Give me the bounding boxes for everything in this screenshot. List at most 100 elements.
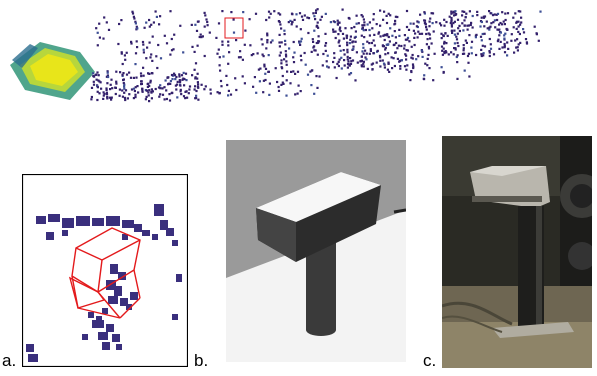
cloud-point [362, 65, 365, 68]
cloud-point [121, 62, 124, 66]
cloud-point [227, 40, 230, 43]
cloud-point [120, 52, 123, 55]
cloud-point [115, 82, 118, 85]
cloud-point [120, 19, 123, 22]
cloud-point [503, 46, 506, 49]
cloud-point [385, 14, 388, 17]
cloud-point [461, 52, 465, 55]
cloud-point [185, 90, 188, 93]
cloud-point [179, 24, 182, 27]
cloud-point [150, 97, 153, 100]
cloud-point [151, 72, 154, 75]
cloud-point [455, 55, 458, 59]
cloud-point [336, 62, 339, 65]
cloud-point [423, 19, 427, 22]
cloud-point [147, 82, 150, 85]
cloud-point [135, 76, 138, 79]
cloud-point [415, 58, 418, 61]
cloud-point [522, 31, 526, 34]
cloud-point [407, 28, 411, 31]
cloud-point [124, 58, 127, 61]
cloud-point [315, 75, 318, 78]
cloud-point [135, 25, 138, 28]
cloud-point [95, 78, 98, 81]
cloud-point [266, 39, 269, 42]
cloud-point [394, 51, 397, 54]
cloud-point [337, 41, 340, 44]
cloud-point [400, 44, 403, 48]
panel-label-a: a. [2, 351, 17, 370]
cloud-point [226, 83, 229, 87]
cloud-point [430, 42, 433, 45]
cloud-point [317, 41, 320, 44]
cloud-point [132, 15, 135, 18]
cloud-point [333, 21, 337, 24]
cloud-point [227, 62, 230, 65]
cloud-point [412, 29, 415, 32]
cloud-point [447, 53, 450, 56]
cloud-point [252, 53, 255, 56]
cloud-point [387, 62, 390, 65]
cloud-point [145, 95, 148, 98]
cloud-point [410, 70, 413, 73]
cloud-point [420, 49, 423, 52]
cloud-point [368, 42, 371, 45]
cloud-point [105, 88, 108, 91]
cloud-point [124, 98, 127, 102]
cloud-point [489, 25, 492, 28]
cloud-point [387, 61, 390, 64]
cloud-point [150, 53, 153, 56]
cloud-point [295, 13, 298, 16]
cloud-point [312, 40, 315, 43]
cloud-point [117, 42, 120, 46]
cloud-point [344, 27, 347, 30]
cloud-point [148, 25, 151, 28]
cloud-point [504, 12, 507, 15]
cloud-point [197, 83, 200, 86]
cloud-point [370, 41, 373, 45]
cloud-point [176, 83, 179, 86]
cloud-point [400, 59, 403, 62]
cloud-point [502, 20, 505, 23]
cloud-point [418, 32, 421, 35]
cloud-point [241, 58, 244, 61]
cloud-point [462, 47, 465, 50]
cloud-point [173, 72, 176, 75]
cloud-point [517, 25, 520, 28]
cloud-point [458, 29, 461, 33]
cloud-point [313, 29, 316, 32]
cloud-point [163, 86, 166, 89]
cloud-point [123, 87, 126, 90]
cloud-point [393, 30, 396, 33]
cloud-point [535, 33, 538, 36]
cloud-point [293, 51, 296, 54]
cloud-point [220, 85, 223, 88]
cloud-point [134, 20, 137, 23]
cloud-point [98, 22, 101, 25]
cloud-point [394, 15, 397, 18]
cloud-point [423, 12, 426, 15]
cloud-point [392, 43, 395, 47]
cloud-point [492, 53, 496, 56]
cloud-point [383, 38, 386, 42]
cloud-point [338, 58, 341, 61]
cloud-point [136, 27, 139, 30]
cloud-point [243, 43, 246, 46]
cloud-point [346, 58, 349, 61]
cloud-point [361, 24, 364, 27]
cloud-point [221, 43, 224, 46]
cloud-point [122, 81, 125, 85]
cloud-point [161, 93, 165, 96]
cloud-point [142, 43, 145, 46]
cloud-point [519, 23, 522, 26]
cloud-point [499, 40, 502, 43]
cloud-point [377, 32, 380, 35]
cloud-point [457, 27, 460, 30]
cloud-point [206, 24, 209, 27]
cloud-point [266, 32, 269, 35]
cloud-point [363, 24, 366, 27]
cloud-point [92, 83, 96, 86]
cloud-point [474, 36, 477, 39]
cloud-point [442, 71, 445, 74]
cloud-point [105, 91, 108, 94]
